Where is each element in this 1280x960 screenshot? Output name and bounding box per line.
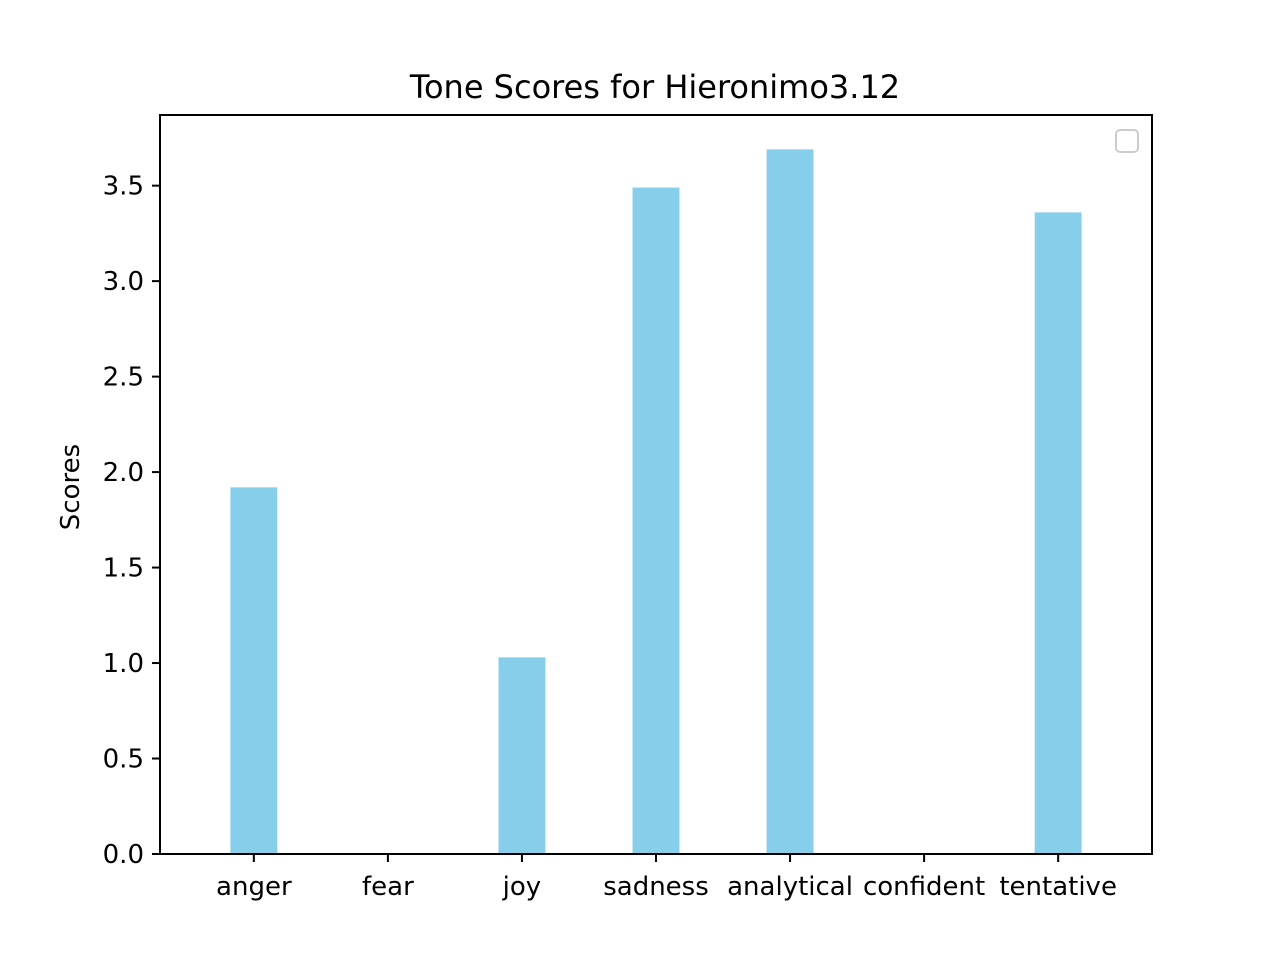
- y-tick-label: 1.0: [103, 649, 144, 679]
- y-axis-label: Scores: [56, 444, 86, 530]
- bar-joy: [498, 657, 546, 854]
- bars-group: [230, 149, 1082, 854]
- chart-title: Tone Scores for Hieronimo3.12: [409, 68, 900, 106]
- x-tick-label: confident: [863, 872, 985, 902]
- bar-sadness: [632, 187, 680, 854]
- x-axis-ticks: anger fear joy sadness analytical confident te…: [216, 854, 1117, 902]
- bar-anger: [230, 487, 278, 854]
- y-tick-label: 3.5: [103, 172, 144, 202]
- y-tick-label: 2.0: [103, 458, 144, 488]
- bar-tentative: [1034, 212, 1082, 854]
- x-tick-label: tentative: [999, 872, 1117, 902]
- legend-box: [1115, 129, 1139, 153]
- y-axis-ticks: 0.0 0.5 1.0 1.5 2.0 2.5 3.0 3.5: [103, 172, 160, 870]
- x-tick-label: analytical: [727, 872, 853, 902]
- y-tick-label: 0.5: [103, 745, 144, 775]
- x-tick-label: anger: [216, 872, 292, 902]
- x-tick-label: joy: [502, 872, 542, 902]
- x-tick-label: sadness: [603, 872, 709, 902]
- bar-analytical: [766, 149, 814, 854]
- y-tick-label: 1.5: [103, 554, 144, 584]
- plot-frame: [159, 114, 1153, 855]
- x-tick-label: fear: [362, 872, 414, 902]
- y-tick-label: 0.0: [103, 840, 144, 870]
- y-tick-label: 3.0: [103, 267, 144, 297]
- y-tick-label: 2.5: [103, 363, 144, 393]
